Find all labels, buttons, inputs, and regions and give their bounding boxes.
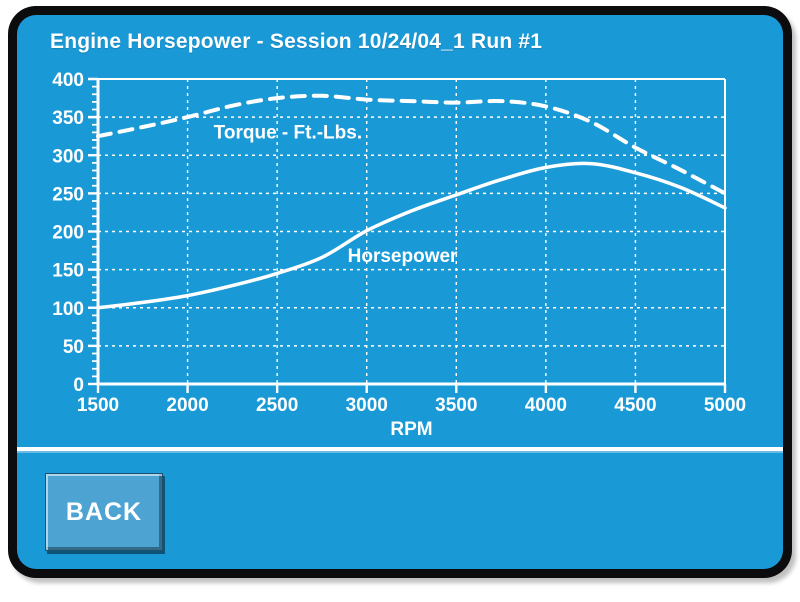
- y-tick-label: 50: [63, 337, 84, 358]
- x-tick-label: 3500: [435, 395, 477, 416]
- device-frame: Engine Horsepower - Session 10/24/04_1 R…: [8, 6, 792, 578]
- x-tick-label: 2000: [166, 395, 208, 416]
- y-tick-label: 100: [52, 299, 84, 320]
- x-tick-label: 5000: [704, 395, 746, 416]
- back-button[interactable]: BACK: [45, 473, 163, 551]
- x-axis-title: RPM: [390, 419, 432, 440]
- series-label-horsepower: Horsepower: [348, 246, 458, 267]
- series-label-torque-ft-lbs: Torque - Ft.-Lbs.: [214, 122, 362, 143]
- y-tick-label: 250: [52, 184, 84, 205]
- x-tick-label: 2500: [256, 395, 298, 416]
- curve-torque-ft-lbs: [96, 93, 727, 196]
- y-tick-label: 400: [52, 70, 84, 91]
- x-tick-label: 4000: [525, 395, 567, 416]
- footer-separator-line: [17, 447, 783, 451]
- x-tick-label: 1500: [77, 395, 119, 416]
- y-tick-label: 0: [73, 375, 84, 396]
- dyno-chart: 0 50 100 150 200 250 300 350 400 1500 2000 2500 3000…: [52, 70, 746, 440]
- dyno-screen: Engine Horsepower - Session 10/24/04_1 R…: [17, 15, 783, 569]
- x-tick-label: 4500: [614, 395, 656, 416]
- y-tick-label: 300: [52, 146, 84, 167]
- y-tick-label: 150: [52, 261, 84, 282]
- x-tick-label: 3000: [346, 395, 388, 416]
- y-tick-label: 350: [52, 108, 84, 129]
- y-tick-label: 200: [52, 223, 84, 244]
- page-title: Engine Horsepower - Session 10/24/04_1 R…: [50, 30, 543, 53]
- curve-horsepower: [96, 161, 727, 310]
